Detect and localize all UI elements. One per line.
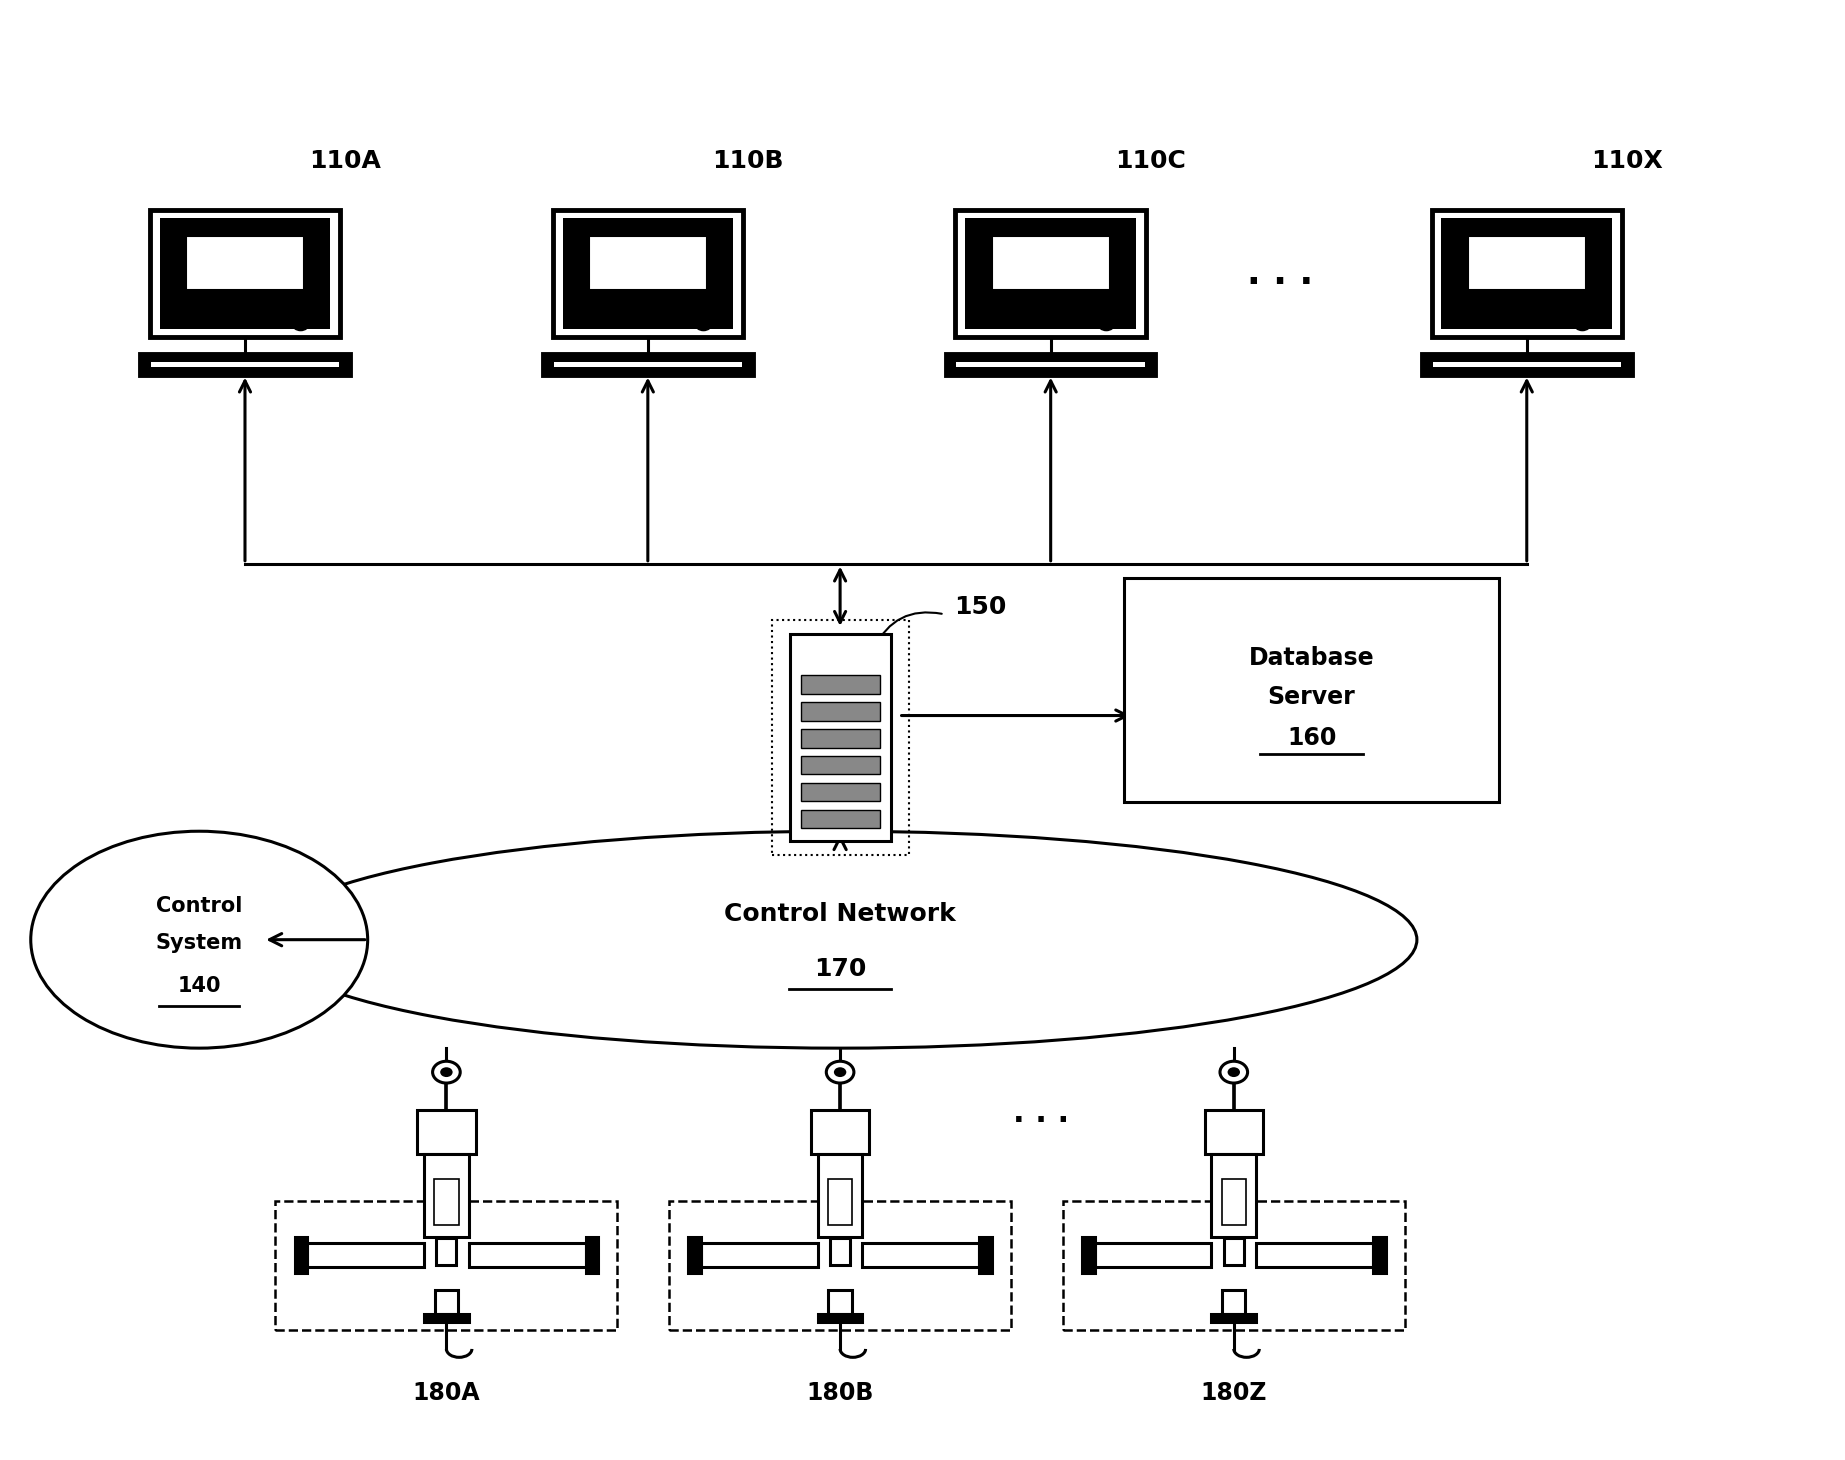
FancyBboxPatch shape <box>812 1110 869 1153</box>
FancyBboxPatch shape <box>801 702 880 721</box>
Circle shape <box>1220 1061 1247 1083</box>
FancyBboxPatch shape <box>790 634 891 841</box>
Text: 110B: 110B <box>712 149 784 174</box>
Text: . . .: . . . <box>1247 257 1312 292</box>
FancyBboxPatch shape <box>1212 1314 1256 1323</box>
FancyBboxPatch shape <box>554 210 744 337</box>
Text: Server: Server <box>1268 685 1356 710</box>
FancyBboxPatch shape <box>563 218 732 330</box>
FancyBboxPatch shape <box>862 1244 980 1267</box>
FancyBboxPatch shape <box>688 1238 701 1273</box>
FancyBboxPatch shape <box>801 810 880 828</box>
FancyBboxPatch shape <box>437 1238 456 1264</box>
Text: 170: 170 <box>814 956 867 981</box>
FancyBboxPatch shape <box>993 237 1109 291</box>
FancyBboxPatch shape <box>828 1178 852 1225</box>
FancyBboxPatch shape <box>817 1153 862 1238</box>
FancyBboxPatch shape <box>701 1244 817 1267</box>
FancyBboxPatch shape <box>1432 362 1622 368</box>
FancyBboxPatch shape <box>1212 1153 1256 1238</box>
FancyBboxPatch shape <box>424 1314 469 1323</box>
Circle shape <box>441 1067 452 1077</box>
FancyBboxPatch shape <box>801 783 880 802</box>
Text: 180Z: 180Z <box>1201 1381 1268 1405</box>
FancyBboxPatch shape <box>956 362 1146 368</box>
FancyBboxPatch shape <box>554 362 742 368</box>
Text: 140: 140 <box>177 975 221 996</box>
Circle shape <box>696 318 712 330</box>
Text: 110C: 110C <box>1114 149 1186 174</box>
Circle shape <box>834 1067 847 1077</box>
FancyBboxPatch shape <box>151 362 339 368</box>
Text: 160: 160 <box>1288 726 1336 750</box>
FancyBboxPatch shape <box>149 210 339 337</box>
FancyBboxPatch shape <box>828 1291 852 1314</box>
FancyBboxPatch shape <box>434 1178 459 1225</box>
FancyBboxPatch shape <box>956 210 1146 337</box>
Circle shape <box>827 1061 854 1083</box>
FancyBboxPatch shape <box>1223 1238 1244 1264</box>
Circle shape <box>432 1061 459 1083</box>
FancyBboxPatch shape <box>1432 210 1622 337</box>
FancyBboxPatch shape <box>589 237 707 291</box>
FancyBboxPatch shape <box>1373 1238 1386 1273</box>
FancyBboxPatch shape <box>295 1238 308 1273</box>
Circle shape <box>1098 318 1114 330</box>
FancyBboxPatch shape <box>1221 1291 1245 1314</box>
Circle shape <box>292 318 308 330</box>
FancyBboxPatch shape <box>1422 353 1631 375</box>
FancyBboxPatch shape <box>1441 218 1613 330</box>
Ellipse shape <box>264 831 1417 1048</box>
FancyBboxPatch shape <box>801 756 880 774</box>
FancyBboxPatch shape <box>186 237 304 291</box>
FancyBboxPatch shape <box>980 1238 993 1273</box>
Text: 110A: 110A <box>310 149 380 174</box>
Circle shape <box>1574 318 1590 330</box>
FancyBboxPatch shape <box>308 1244 424 1267</box>
FancyBboxPatch shape <box>469 1244 585 1267</box>
FancyBboxPatch shape <box>585 1238 598 1273</box>
FancyBboxPatch shape <box>801 675 880 693</box>
FancyBboxPatch shape <box>161 218 330 330</box>
FancyBboxPatch shape <box>801 729 880 748</box>
FancyBboxPatch shape <box>435 1291 458 1314</box>
FancyBboxPatch shape <box>417 1110 476 1153</box>
FancyBboxPatch shape <box>542 353 753 375</box>
Text: 150: 150 <box>954 596 1006 619</box>
Text: . . .: . . . <box>1013 1099 1070 1127</box>
FancyBboxPatch shape <box>965 218 1137 330</box>
Text: 180A: 180A <box>413 1381 480 1405</box>
FancyBboxPatch shape <box>1469 237 1585 291</box>
FancyBboxPatch shape <box>1094 1244 1212 1267</box>
Text: Control: Control <box>157 896 242 917</box>
FancyBboxPatch shape <box>1081 1238 1094 1273</box>
Text: System: System <box>155 933 244 952</box>
FancyBboxPatch shape <box>1256 1244 1373 1267</box>
FancyBboxPatch shape <box>1205 1110 1264 1153</box>
Ellipse shape <box>31 831 367 1048</box>
FancyBboxPatch shape <box>140 353 351 375</box>
FancyBboxPatch shape <box>1124 578 1500 803</box>
Text: Database: Database <box>1249 647 1375 670</box>
Circle shape <box>1227 1067 1240 1077</box>
Text: 180B: 180B <box>806 1381 875 1405</box>
FancyBboxPatch shape <box>424 1153 469 1238</box>
FancyBboxPatch shape <box>1221 1178 1245 1225</box>
Text: 110X: 110X <box>1590 149 1662 174</box>
Text: Control Network: Control Network <box>725 902 956 926</box>
FancyBboxPatch shape <box>817 1314 862 1323</box>
FancyBboxPatch shape <box>830 1238 851 1264</box>
FancyBboxPatch shape <box>946 353 1155 375</box>
